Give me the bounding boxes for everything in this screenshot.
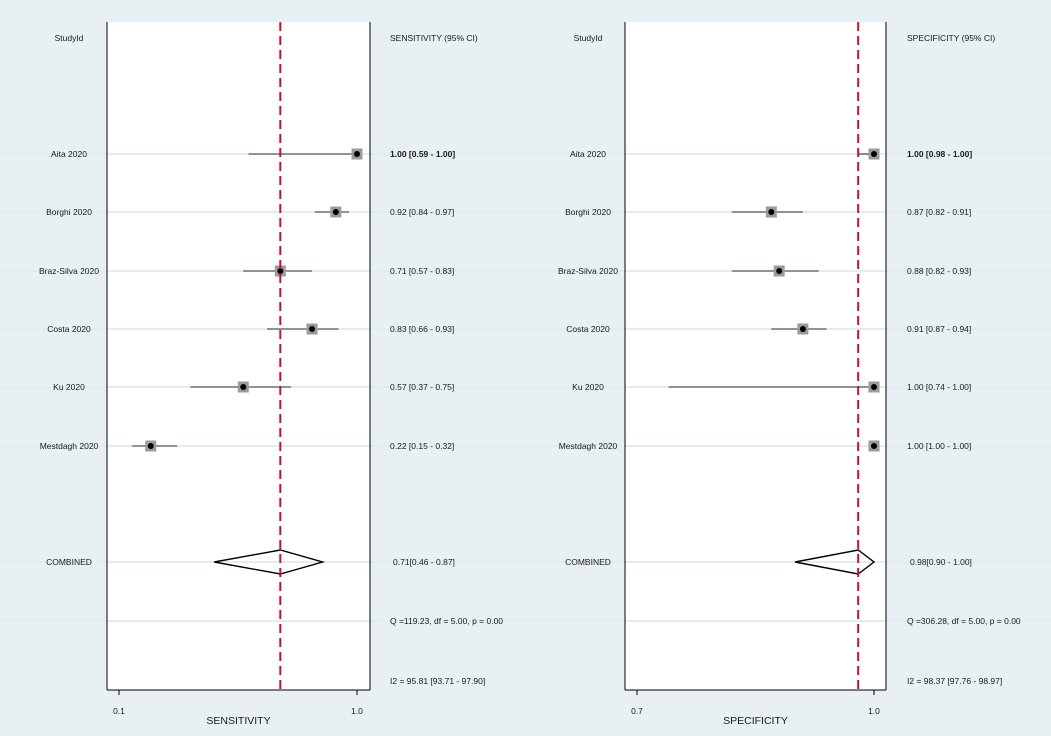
sensitivity-study-label: Aita 2020 xyxy=(51,149,87,159)
sensitivity-point-estimate xyxy=(240,384,247,390)
sensitivity-study-label: Borghi 2020 xyxy=(46,207,92,217)
sensitivity-study-ci-text: 1.00 [0.59 - 1.00] xyxy=(390,149,455,159)
specificity-study-label: Braz-Silva 2020 xyxy=(558,266,618,276)
sensitivity-point-estimate xyxy=(354,151,360,157)
sensitivity-x-tick-label: 1.0 xyxy=(351,706,363,716)
sensitivity-study-ci-text: 0.92 [0.84 - 0.97] xyxy=(390,207,454,217)
sensitivity-study-label: Braz-Silva 2020 xyxy=(39,266,99,276)
specificity-x-tick-label: 1.0 xyxy=(868,706,880,716)
sensitivity-point-estimate xyxy=(309,326,316,332)
specificity-i2-statistic: I2 = 98.37 [97.76 - 98.97] xyxy=(907,676,1002,686)
specificity-axis-title: SPECIFICITY xyxy=(723,715,788,727)
specificity-study-label: Costa 2020 xyxy=(566,324,610,334)
sensitivity-study-ci-text: 0.22 [0.15 - 0.32] xyxy=(390,441,454,451)
sensitivity-axis-title: SENSITIVITY xyxy=(206,715,270,727)
sensitivity-combined-diamond xyxy=(214,549,326,575)
specificity-x-tick-label: 0.7 xyxy=(631,706,643,716)
sensitivity-point-estimate xyxy=(147,443,154,449)
sensitivity-study-label: Mestdagh 2020 xyxy=(40,441,99,451)
specificity-point-estimate xyxy=(799,326,806,332)
specificity-study-ci-text: 0.87 [0.82 - 0.91] xyxy=(907,207,971,217)
specificity-ci-header: SPECIFICITY (95% CI) xyxy=(907,33,995,43)
sensitivity-study-ci-text: 0.71 [0.57 - 0.83] xyxy=(390,266,454,276)
specificity-point-estimate xyxy=(776,268,783,274)
sensitivity-combined-ci-text: 0.71[0.46 - 0.87] xyxy=(393,557,455,567)
sensitivity-study-ci-text: 0.57 [0.37 - 0.75] xyxy=(390,382,454,392)
specificity-study-label: Ku 2020 xyxy=(572,382,604,392)
specificity-combined-diamond xyxy=(794,549,876,575)
specificity-point-estimate xyxy=(871,151,877,157)
sensitivity-study-ci-text: 0.83 [0.66 - 0.93] xyxy=(390,324,454,334)
specificity-combined-ci-text: 0.98[0.90 - 1.00] xyxy=(910,557,972,567)
specificity-study-ci-text: 0.88 [0.82 - 0.93] xyxy=(907,266,971,276)
specificity-point-estimate xyxy=(871,443,877,449)
specificity-point-estimate xyxy=(871,384,877,390)
sensitivity-combined-label: COMBINED xyxy=(46,557,92,567)
specificity-study-label: Borghi 2020 xyxy=(565,207,611,217)
specificity-study-label: Mestdagh 2020 xyxy=(559,441,618,451)
specificity-study-ci-text: 1.00 [0.98 - 1.00] xyxy=(907,149,972,159)
specificity-q-statistic: Q =306.28, df = 5.00, p = 0.00 xyxy=(907,616,1021,626)
sensitivity-point-estimate xyxy=(277,268,284,274)
sensitivity-i2-statistic: I2 = 95.81 [93.71 - 97.90] xyxy=(390,676,485,686)
specificity-studyid-header: StudyId xyxy=(574,33,603,43)
sensitivity-studyid-header: StudyId xyxy=(55,33,84,43)
specificity-study-ci-text: 1.00 [0.74 - 1.00] xyxy=(907,382,971,392)
specificity-combined-label: COMBINED xyxy=(565,557,611,567)
sensitivity-study-label: Ku 2020 xyxy=(53,382,85,392)
sensitivity-q-statistic: Q =119.23, df = 5.00, p = 0.00 xyxy=(390,616,503,626)
specificity-study-ci-text: 0.91 [0.87 - 0.94] xyxy=(907,324,971,334)
specificity-plot-area-bg xyxy=(625,22,886,690)
specificity-study-ci-text: 1.00 [1.00 - 1.00] xyxy=(907,441,971,451)
specificity-point-estimate xyxy=(768,209,775,215)
sensitivity-study-label: Costa 2020 xyxy=(47,324,91,334)
sensitivity-x-tick-label: 0.1 xyxy=(113,706,125,716)
sensitivity-point-estimate xyxy=(332,209,339,215)
sensitivity-plot-area-bg xyxy=(107,22,370,690)
specificity-study-label: Aita 2020 xyxy=(570,149,606,159)
sensitivity-ci-header: SENSITIVITY (95% CI) xyxy=(390,33,478,43)
